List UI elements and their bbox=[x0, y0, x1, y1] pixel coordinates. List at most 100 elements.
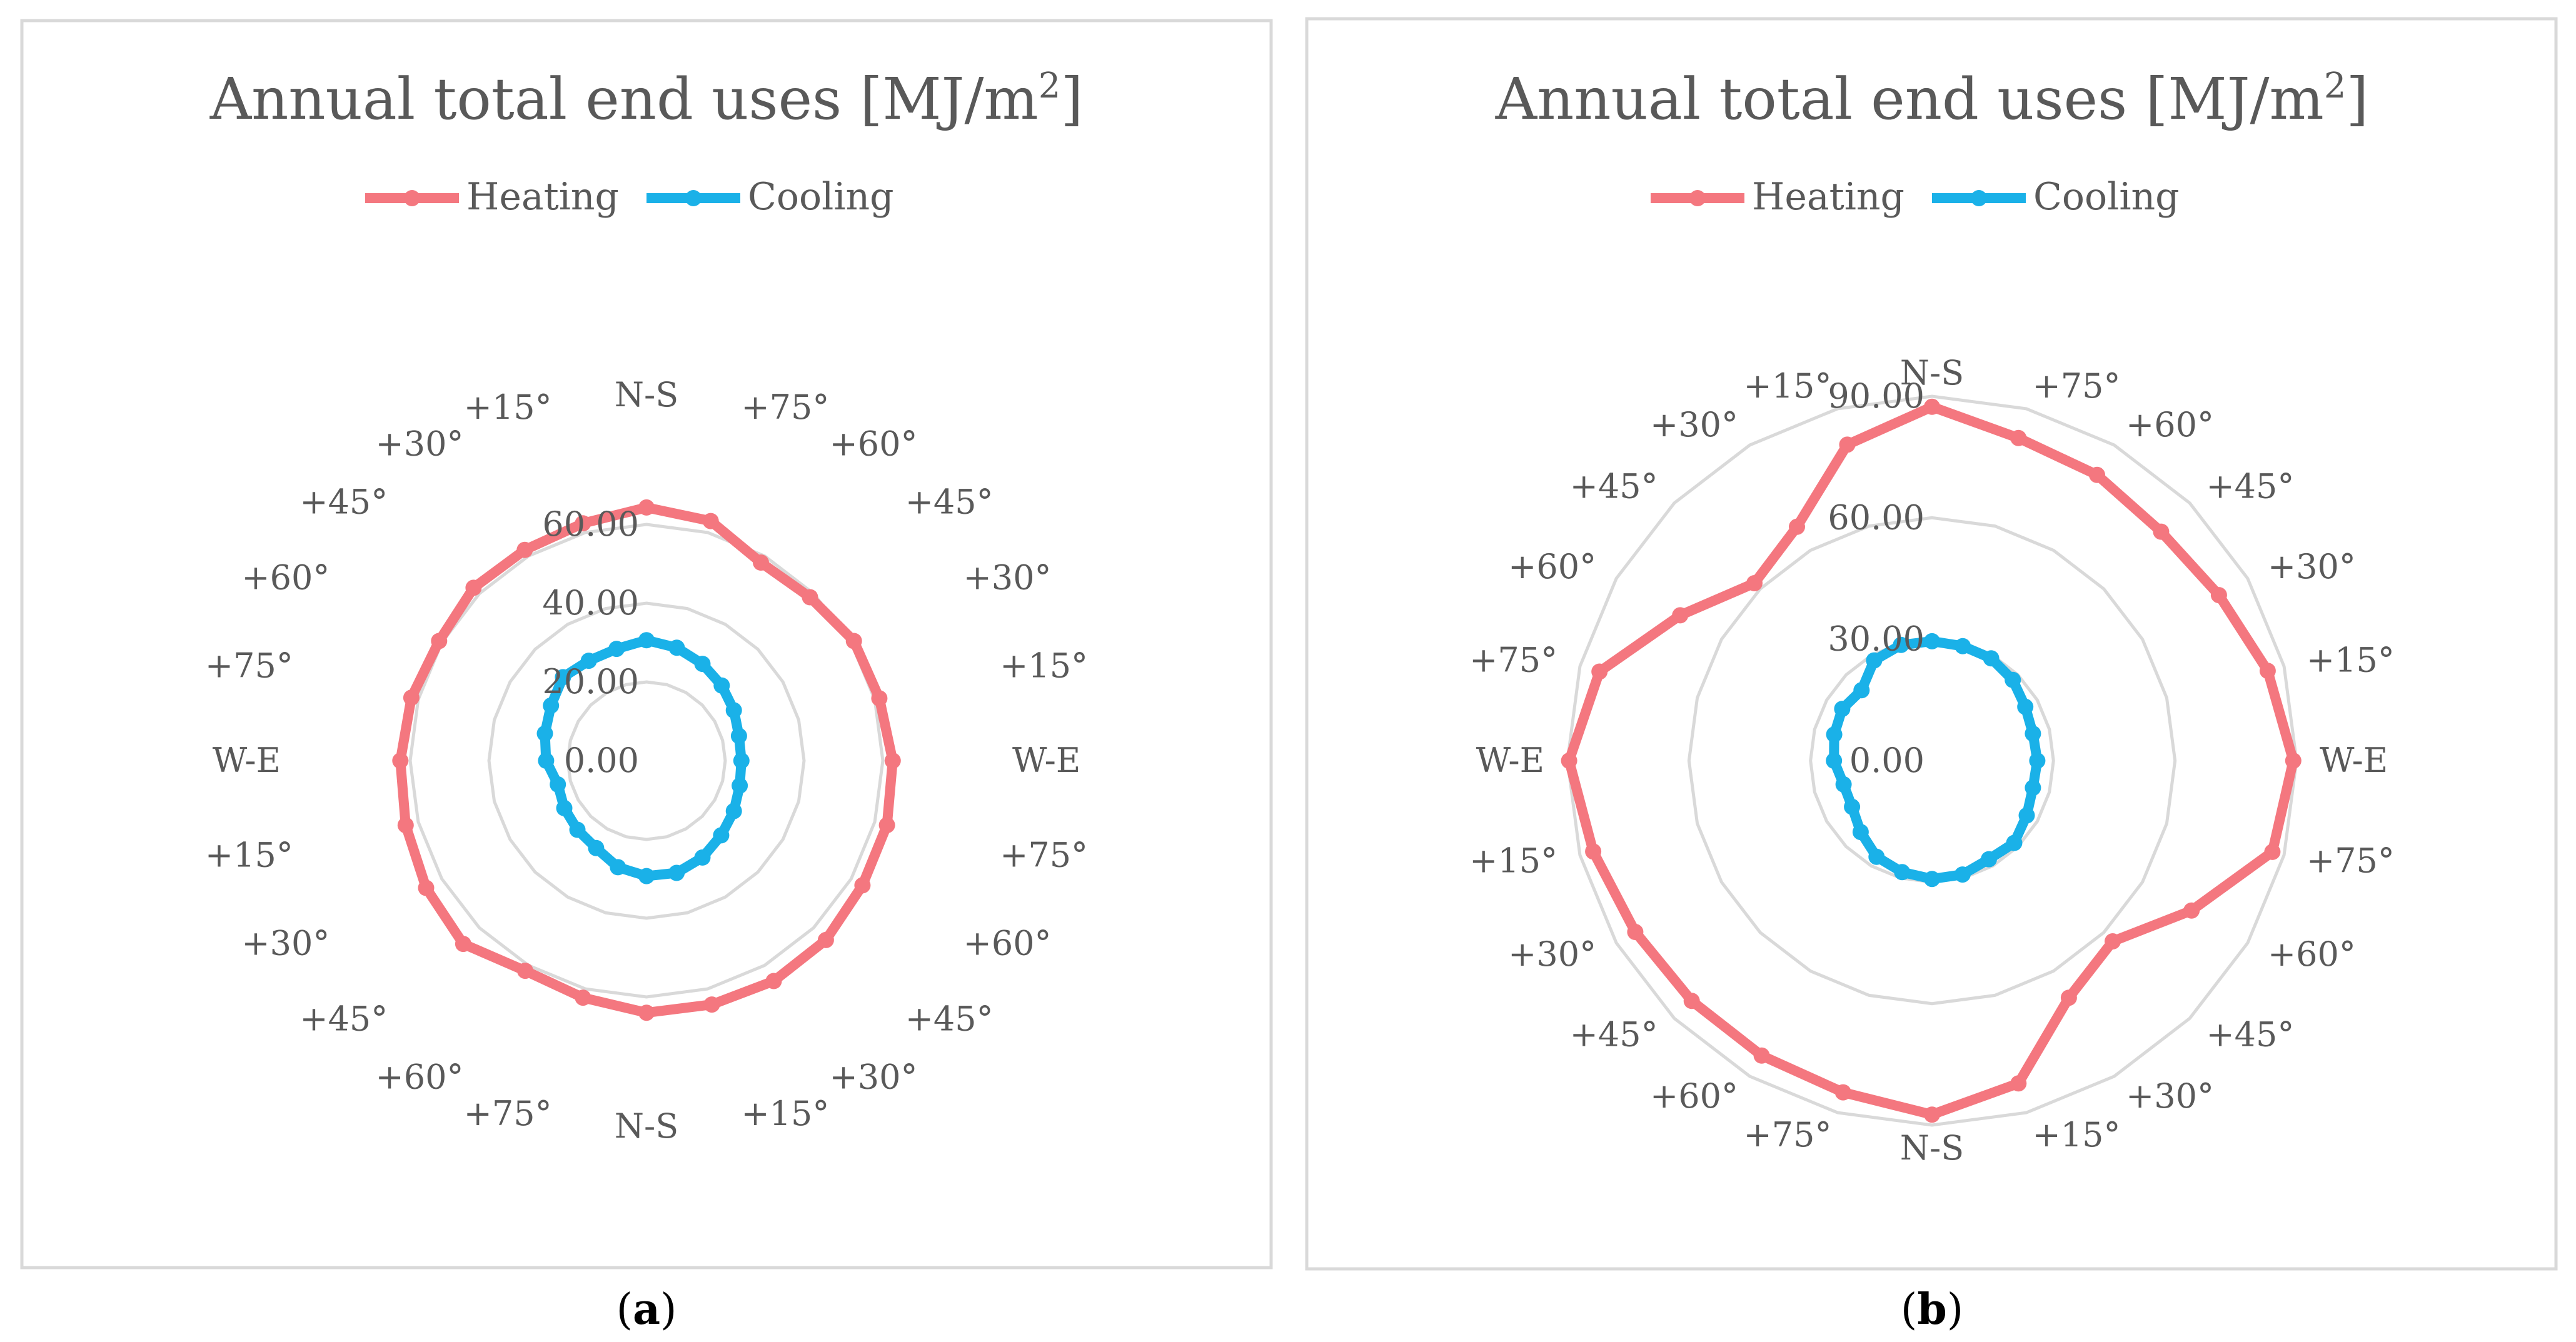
panel-a-series bbox=[392, 499, 901, 1021]
legend-swatch-marker bbox=[1971, 190, 1987, 206]
cooling-point bbox=[668, 864, 685, 881]
cooling-point bbox=[610, 859, 626, 876]
cooling-point bbox=[538, 753, 555, 769]
cooling-point bbox=[580, 653, 597, 669]
cooling-point bbox=[2006, 834, 2023, 851]
heating-point bbox=[465, 579, 482, 596]
legend-label: Heating bbox=[466, 175, 619, 219]
cooling-point bbox=[543, 697, 560, 714]
heating-point bbox=[884, 753, 901, 769]
cooling-point bbox=[1852, 824, 1869, 841]
heating-point bbox=[392, 753, 409, 769]
grid-ring-1 bbox=[566, 680, 727, 841]
heating-point bbox=[1561, 753, 1577, 769]
panel-b-category-labels: N-S +75°+60°+45°+30°+15°W-E+75°+60°+45°+3… bbox=[1469, 353, 2395, 1168]
cooling-point bbox=[1835, 776, 1852, 793]
heating-point bbox=[703, 996, 720, 1013]
cooling-point bbox=[1983, 650, 2000, 667]
cooling-point bbox=[550, 776, 566, 793]
cooling-point bbox=[2017, 698, 2034, 715]
cooling-point bbox=[732, 777, 748, 794]
cooling-point bbox=[713, 677, 730, 694]
cooling-point bbox=[1868, 848, 1885, 865]
cooling-point bbox=[1844, 798, 1861, 815]
cooling-point bbox=[725, 803, 742, 819]
r-tick-label: 20.00 bbox=[542, 662, 639, 701]
r-tick-label: 90.00 bbox=[1828, 376, 1924, 416]
category-label: +15° bbox=[464, 388, 552, 427]
heating-point bbox=[753, 554, 769, 571]
chart-panel-a: Annual total end uses [MJ/m2] Heating Coo… bbox=[20, 19, 1273, 1334]
category-label: +60° bbox=[2268, 934, 2356, 974]
cooling-point bbox=[1834, 701, 1851, 718]
category-label: +45° bbox=[2206, 1014, 2294, 1054]
grid-ring-2 bbox=[1687, 516, 2177, 1006]
cooling-point bbox=[713, 827, 730, 844]
legend-entry-cooling: Cooling bbox=[1932, 175, 2180, 219]
heating-point bbox=[638, 1004, 655, 1021]
heating-point bbox=[2060, 989, 2077, 1006]
cooling-point bbox=[1954, 866, 1971, 883]
category-label: +30° bbox=[2126, 1076, 2214, 1116]
heating-point bbox=[854, 877, 871, 894]
category-label: +15° bbox=[1000, 646, 1088, 686]
category-label: +75° bbox=[464, 1094, 552, 1133]
series-cooling bbox=[536, 632, 750, 884]
series-heating bbox=[1561, 398, 2302, 1123]
category-label: +75° bbox=[2307, 841, 2395, 881]
category-label: W-E bbox=[2320, 741, 2388, 780]
panel-a-legend: Heating Cooling bbox=[365, 175, 894, 219]
heating-point bbox=[702, 513, 719, 529]
cooling-point bbox=[556, 799, 573, 816]
series-cooling bbox=[1826, 633, 2046, 888]
r-tick-label: 0.00 bbox=[564, 741, 639, 780]
cooling-point bbox=[2018, 807, 2035, 824]
cooling-point bbox=[1924, 871, 1940, 888]
cooling-point bbox=[555, 669, 571, 686]
legend-label: Cooling bbox=[748, 175, 894, 219]
category-label: +30° bbox=[1650, 405, 1738, 444]
heating-point bbox=[1585, 843, 1602, 860]
legend-swatch-marker bbox=[685, 190, 702, 206]
cooling-point bbox=[1853, 682, 1870, 699]
legend-entry-cooling: Cooling bbox=[647, 175, 894, 219]
category-label: +60° bbox=[963, 924, 1052, 963]
category-label: +60° bbox=[830, 424, 918, 463]
heating-point bbox=[1746, 575, 1763, 591]
category-label: +30° bbox=[2268, 547, 2356, 586]
heating-point bbox=[2089, 466, 2105, 483]
cooling-point bbox=[608, 641, 625, 658]
category-label: +15° bbox=[1744, 366, 1832, 406]
category-label: +45° bbox=[905, 482, 994, 521]
category-label: +45° bbox=[905, 999, 994, 1039]
cooling-point bbox=[1924, 633, 1940, 649]
heating-point bbox=[431, 633, 448, 649]
heating-point bbox=[2264, 843, 2281, 860]
heating-point bbox=[1789, 518, 1805, 535]
category-label: +15° bbox=[741, 1094, 829, 1133]
heating-point bbox=[2010, 1075, 2027, 1092]
category-label: +45° bbox=[299, 482, 388, 521]
category-label: +45° bbox=[299, 999, 388, 1039]
heating-point bbox=[2010, 429, 2027, 446]
panel-b-legend: Heating Cooling bbox=[1651, 175, 2180, 219]
panel-b-title: Annual total end uses [MJ/m2] bbox=[1495, 66, 2369, 133]
category-label: +15° bbox=[205, 835, 293, 874]
category-label: N-S bbox=[1900, 1128, 1965, 1168]
category-label: +30° bbox=[963, 558, 1052, 598]
panel-a-title: Annual total end uses [MJ/m2] bbox=[209, 66, 1084, 133]
grid-ring-2 bbox=[487, 601, 806, 920]
heating-point bbox=[2153, 523, 2170, 540]
legend-swatch-marker bbox=[1689, 190, 1706, 206]
heating-point bbox=[638, 499, 655, 516]
category-label: +45° bbox=[1570, 467, 1658, 506]
cooling-point bbox=[668, 639, 685, 656]
heating-point bbox=[418, 879, 435, 896]
cooling-point bbox=[725, 702, 742, 719]
panel-a-caption: (a) bbox=[616, 1284, 677, 1334]
category-label: +30° bbox=[1508, 934, 1596, 974]
category-label: +45° bbox=[1570, 1014, 1658, 1054]
cooling-point bbox=[694, 849, 711, 866]
heating-point bbox=[765, 973, 782, 989]
